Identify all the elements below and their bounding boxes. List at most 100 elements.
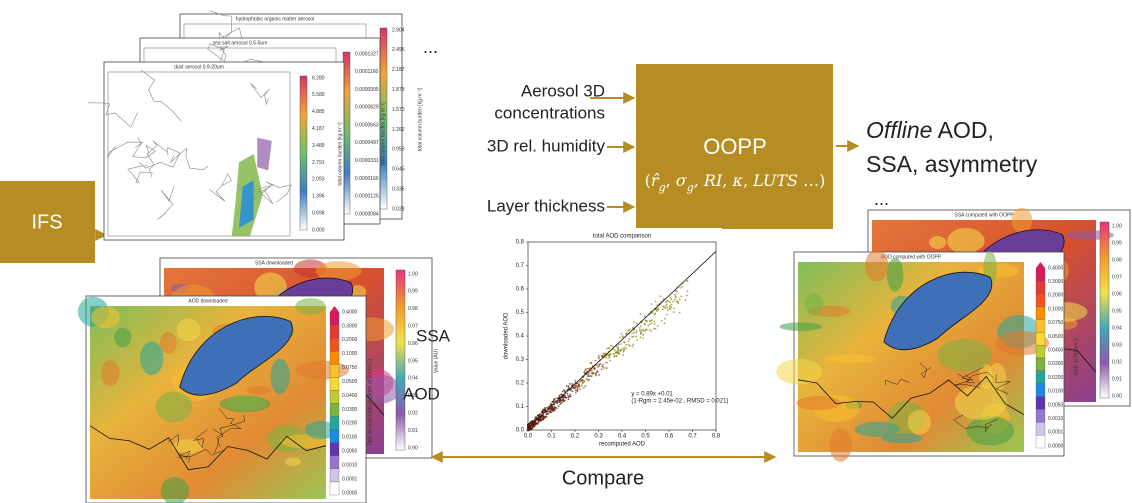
y-tick-label: 0.1 xyxy=(516,404,525,410)
map-blob xyxy=(173,439,203,453)
scatter-texture xyxy=(650,303,652,305)
map-blob xyxy=(855,422,900,437)
scatter-texture xyxy=(625,344,627,346)
scatter-texture xyxy=(665,305,667,307)
map-blob xyxy=(966,416,1013,445)
map-blob xyxy=(176,319,200,342)
map-label: SSA xyxy=(416,326,451,345)
map-blob xyxy=(271,359,290,395)
scatter-texture xyxy=(640,313,642,315)
x-tick-label: 0.8 xyxy=(712,434,721,440)
scatter-texture xyxy=(591,362,593,364)
map-blob xyxy=(101,359,120,386)
colorbar-tick-label: 0.0750 xyxy=(1048,320,1064,326)
scatter-texture xyxy=(582,382,584,384)
scatter-texture xyxy=(608,357,610,359)
scatter-texture xyxy=(579,381,581,383)
scatter-texture xyxy=(625,348,627,350)
colorbar-tick-label: 0.0000125 xyxy=(355,194,379,200)
colorbar-tick-label: 1.570 xyxy=(392,107,405,113)
x-tick-label: 0.6 xyxy=(665,434,674,440)
scatter-texture xyxy=(563,396,565,398)
scatter-texture xyxy=(639,330,641,332)
scatter-texture xyxy=(644,324,646,326)
diagram: IFShydrophobic organic matter aerosol2.8… xyxy=(0,0,1132,503)
colorbar-tick-label: 2.495 xyxy=(392,47,405,53)
param-subscript: g xyxy=(687,181,694,194)
scatter-texture xyxy=(636,323,638,325)
colorbar-tick-label: 0.95 xyxy=(408,358,418,364)
map-blob xyxy=(929,236,946,249)
map-blob xyxy=(776,359,822,385)
scatter-texture xyxy=(542,417,544,419)
scatter-texture xyxy=(680,296,682,298)
colorbar-tick-label: 0.0200 xyxy=(342,421,358,427)
scatter-texture xyxy=(671,304,673,306)
scatter-texture xyxy=(613,353,615,355)
scatter-texture xyxy=(629,345,631,347)
scatter-texture xyxy=(687,280,689,282)
map-title: AOD downloaded xyxy=(188,298,227,304)
scatter-texture xyxy=(654,323,656,325)
colorbar-tick-label: 0.953 xyxy=(392,147,405,153)
scatter-texture xyxy=(623,346,625,348)
y-tick-label: 0.7 xyxy=(516,263,525,269)
colorbar-tick-label: 0.0300 xyxy=(342,407,358,413)
colorbar-tick-label: 0.90 xyxy=(408,445,418,451)
colorbar-tick-label: 0.0000829 xyxy=(355,105,379,111)
scatter-texture xyxy=(622,354,624,356)
scatter-texture xyxy=(592,372,594,374)
colorbar-tick-label: 0.0010 xyxy=(1048,416,1064,422)
scatter-texture xyxy=(587,375,589,377)
colorbar-tick-label: 0.2000 xyxy=(342,337,358,343)
colorbar xyxy=(1100,222,1109,398)
map-blob xyxy=(1011,208,1032,233)
scatter-texture xyxy=(657,325,659,327)
scatter-texture xyxy=(623,341,625,343)
colorbar-band xyxy=(1036,319,1045,332)
scatter-texture xyxy=(609,354,611,356)
scatter-texture xyxy=(685,299,687,301)
colorbar-tick-label: 0.0001327 xyxy=(355,51,379,57)
scatter-texture xyxy=(540,420,542,422)
colorbar-tick-label: 0.0001160 xyxy=(355,69,378,75)
scatter-texture xyxy=(662,308,664,310)
scatter-texture xyxy=(528,424,530,426)
scatter-texture xyxy=(584,385,586,387)
colorbar-tick-label: 0.0000 xyxy=(342,490,358,496)
scatter-texture xyxy=(566,385,568,387)
scatter-texture xyxy=(552,401,554,403)
y-tick-label: 0.8 xyxy=(516,240,525,246)
colorbar-tick-label: 0.0000331 xyxy=(355,158,379,164)
param-subscript: g xyxy=(659,181,666,194)
scatter-texture xyxy=(687,290,689,292)
map-blob xyxy=(140,342,163,375)
colorbar-tick-label: 0.90 xyxy=(1112,393,1122,399)
scatter-texture xyxy=(575,389,577,391)
scatter-texture xyxy=(661,320,663,322)
scatter-texture xyxy=(656,310,658,312)
scatter-texture xyxy=(621,333,623,335)
scatter-texture xyxy=(562,391,564,393)
colorbar-band xyxy=(1036,371,1045,384)
colorbar-label: Total Aerosol Optical Depth at 550nm [] xyxy=(367,359,373,446)
colorbar-band xyxy=(1036,358,1045,371)
scatter-texture xyxy=(578,385,580,387)
scatter-texture xyxy=(629,329,631,331)
scatter-title: total AOD comparison xyxy=(593,234,651,240)
scatter-texture xyxy=(587,368,589,370)
map-blob xyxy=(823,355,878,363)
scatter-texture xyxy=(556,402,558,404)
scatter-texture xyxy=(669,306,671,308)
colorbar-tick-label: 0.4000 xyxy=(342,309,358,315)
colorbar-tick-label: 0.93 xyxy=(1112,342,1122,348)
scatter-annotation: (1-Rgm = 2.45e-02 , RMSD = 0.021) xyxy=(631,399,728,405)
scatter-texture xyxy=(673,308,675,310)
colorbar-tick-label: 4.885 xyxy=(312,109,325,115)
scatter-texture xyxy=(561,399,563,401)
page: { "ifs": "IFS", "feature_maps": [ {"titl… xyxy=(0,0,1132,503)
colorbar-tick-label: 0.94 xyxy=(408,376,418,382)
colorbar-tick-label: 1.00 xyxy=(1112,223,1122,229)
y-tick-label: 0.6 xyxy=(516,287,525,293)
scatter-texture xyxy=(653,321,655,323)
